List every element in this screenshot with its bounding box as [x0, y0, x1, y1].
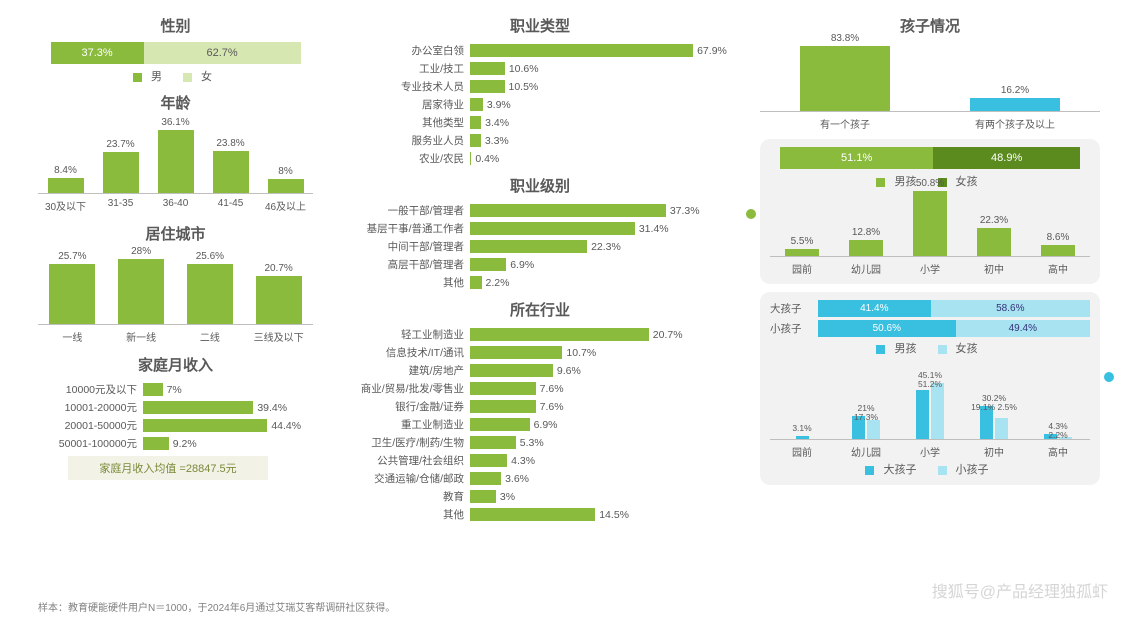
twokids-stage-cats: 园前幼儿园小学初中高中 — [770, 444, 1090, 459]
income-mean-note: 家庭月收入均值 =28847.5元 — [68, 456, 268, 480]
twokids-stage-legend: 大孩子 小孩子 — [770, 461, 1090, 477]
twokids-gender-legend: 男孩 女孩 — [770, 340, 1090, 356]
connector-dot-green — [746, 209, 756, 219]
child-stage-bars: 5.5%12.8%50.8%22.3%8.6% — [770, 197, 1090, 257]
age-title: 年龄 — [38, 92, 313, 113]
industry-bars: 轻工业制造业20.7%信息技术/IT/通讯10.7%建筑/房地产9.6%商业/贸… — [340, 326, 740, 523]
age-bars: 8.4%23.7%36.1%23.8%8% — [38, 119, 313, 194]
connector-dot-cyan — [1104, 372, 1114, 382]
child-stage-cats: 园前幼儿园小学初中高中 — [770, 261, 1090, 276]
legend-girl2: 女孩 — [956, 343, 978, 355]
gender-legend: 男 女 — [38, 68, 313, 84]
income-title: 家庭月收入 — [38, 354, 313, 375]
joblevel-bars: 一般干部/管理者37.3%基层干事/普通工作者31.4%中间干部/管理者22.3… — [340, 202, 740, 291]
legend-big: 大孩子 — [883, 464, 916, 476]
children-column: 孩子情况 83.8%16.2% 有一个孩子有两个孩子及以上 51.1% 48.9… — [760, 15, 1100, 485]
kidcount-cats: 有一个孩子有两个孩子及以上 — [760, 116, 1100, 131]
child-gender-boy: 51.1% — [780, 147, 933, 169]
child-gender-girl: 48.9% — [933, 147, 1080, 169]
gender-male-seg: 37.3% — [51, 42, 144, 64]
legend-male: 男 — [151, 71, 162, 83]
jobtype-title: 职业类型 — [340, 15, 740, 36]
income-bars: 10000元及以下7%10001-20000元39.4%20001-50000元… — [38, 381, 313, 452]
two-child-panel: 大孩子41.4%58.6%小孩子50.6%49.4% 男孩 女孩 3.1%21%… — [760, 292, 1100, 485]
demographics-column: 性别 37.3% 62.7% 男 女 年龄 8.4%23.7%36.1%23.8… — [38, 15, 313, 480]
legend-female: 女 — [201, 71, 212, 83]
gender-title: 性别 — [38, 15, 313, 36]
occupation-column: 职业类型 办公室白领67.9%工业/技工10.6%专业技术人员10.5%居家待业… — [340, 15, 740, 524]
city-title: 居住城市 — [38, 223, 313, 244]
twokids-stage-bars: 3.1%21%17.3%45.1%51.2%30.2%19.1% 2.5%4.3… — [770, 370, 1090, 440]
kidcount-bars: 83.8%16.2% — [760, 42, 1100, 112]
watermark: 搜狐号@产品经理独孤虾 — [932, 578, 1108, 602]
one-child-panel: 51.1% 48.9% 男孩 女孩 5.5%12.8%50.8%22.3%8.6… — [760, 139, 1100, 284]
legend-boy2: 男孩 — [894, 343, 916, 355]
legend-small: 小孩子 — [956, 464, 989, 476]
joblevel-title: 职业级别 — [340, 175, 740, 196]
footnote: 样本：教育硬能硬件用户N＝1000，于2024年6月通过艾瑞艾客帮调研社区获得。 — [38, 599, 395, 614]
gender-female-seg: 62.7% — [144, 42, 301, 64]
age-cats: 30及以下31-3536-4041-4546及以上 — [38, 198, 313, 213]
twokids-gender-bars: 大孩子41.4%58.6%小孩子50.6%49.4% — [770, 300, 1090, 337]
city-bars: 25.7%28%25.6%20.7% — [38, 250, 313, 325]
jobtype-bars: 办公室白领67.9%工业/技工10.6%专业技术人员10.5%居家待业3.9%其… — [340, 42, 740, 167]
industry-title: 所在行业 — [340, 299, 740, 320]
gender-stacked-bar: 37.3% 62.7% — [51, 42, 301, 64]
city-cats: 一线新一线二线三线及以下 — [38, 329, 313, 344]
child-gender-bar: 51.1% 48.9% — [780, 147, 1080, 169]
